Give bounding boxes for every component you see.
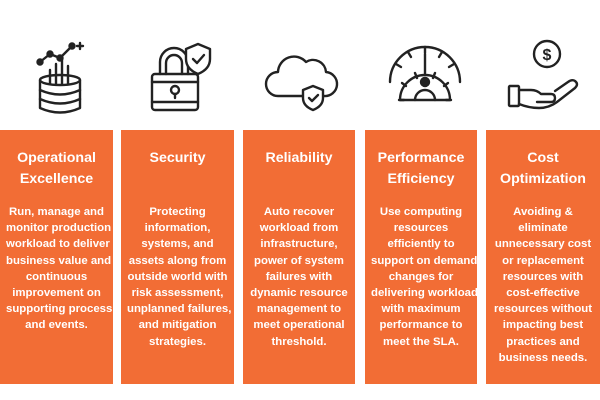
column-title-line: Optimization	[500, 171, 586, 187]
column-title: Reliability	[249, 148, 349, 192]
column-description: Protecting information, systems, and ass…	[127, 204, 232, 350]
description-line: practices and	[506, 335, 580, 348]
description-line: with maximum	[381, 303, 461, 316]
description-line: infrastructure,	[260, 238, 338, 251]
column-operational-excellence: Operational Excellence Run, manage and m…	[0, 130, 113, 384]
column-title-line: Cost	[527, 150, 559, 166]
description-line: and mitigation	[138, 319, 217, 332]
column-title-line: Excellence	[19, 171, 94, 187]
column-description: Avoiding & eliminate unnecessary cost or…	[492, 204, 594, 366]
description-line: meet the SLA.	[383, 335, 459, 348]
description-line: or replacement	[502, 254, 584, 267]
column-title: Operational Excellence	[6, 148, 107, 192]
description-line: risk assessment,	[131, 287, 224, 300]
icon-row: $	[0, 0, 600, 130]
description-line: meet operational	[253, 319, 345, 332]
description-line: resources with	[502, 270, 584, 283]
column-description: Run, manage and monitor production workl…	[6, 204, 113, 334]
description-line: assets along from	[128, 254, 227, 267]
description-line: outside world with	[127, 270, 228, 283]
description-line: resources	[393, 222, 449, 235]
svg-text:$: $	[543, 47, 552, 64]
description-line: delivering workload	[371, 287, 478, 300]
column-description: Use computing resources efficiently to s…	[371, 204, 478, 350]
description-line: unplanned failures,	[127, 303, 232, 316]
description-line: strategies.	[149, 335, 206, 348]
column-title-line: Efficiency	[387, 171, 455, 187]
description-line: systems, and	[141, 238, 214, 251]
description-line: Auto recover	[263, 206, 335, 218]
database-chart-icon	[19, 34, 101, 116]
description-line: business value and	[6, 254, 112, 267]
column-description: Auto recover workload from infrastructur…	[249, 204, 349, 350]
description-line: and events.	[25, 319, 88, 332]
column-title-line: Reliability	[265, 150, 333, 166]
description-line: Avoiding &	[513, 206, 573, 218]
description-line: threshold.	[271, 335, 327, 348]
column-title-line: Security	[149, 150, 206, 166]
description-line: monitor production	[6, 222, 112, 235]
description-line: Run, manage and	[9, 206, 104, 218]
description-line: continuous	[25, 270, 88, 283]
column-title: Cost Optimization	[492, 148, 594, 192]
description-line: cost-effective	[506, 287, 580, 300]
column-security: Security Protecting information, systems…	[121, 130, 234, 384]
column-title-line: Operational	[17, 150, 96, 166]
description-line: Use computing	[379, 206, 463, 218]
column-title-line: Performance	[377, 150, 465, 166]
description-line: efficiently to	[387, 238, 455, 251]
description-line: support on demand	[371, 254, 478, 267]
column-performance-efficiency: Performance Efficiency Use computing res…	[365, 130, 478, 384]
description-line: Protecting	[149, 206, 206, 218]
column-reliability: Reliability Auto recover workload from i…	[243, 130, 355, 384]
cloud-shield-icon	[260, 34, 342, 116]
description-line: impacting best	[502, 319, 584, 332]
hand-coin-icon: $	[503, 34, 585, 116]
column-title: Security	[127, 148, 228, 192]
column-cost-optimization: Cost Optimization Avoiding & eliminate u…	[486, 130, 600, 384]
description-line: supporting process	[6, 303, 113, 316]
padlock-shield-icon	[140, 34, 222, 116]
gauge-gear-icon	[384, 34, 466, 116]
description-line: power of system	[254, 254, 344, 267]
description-line: resources without	[493, 303, 593, 316]
description-line: changes for	[388, 270, 454, 283]
description-line: workload to deliver	[6, 238, 110, 251]
column-title: Performance Efficiency	[371, 148, 471, 192]
description-line: eliminate	[518, 222, 568, 235]
description-line: improvement on	[12, 287, 101, 300]
description-line: information,	[144, 222, 211, 235]
description-line: failures with	[265, 270, 333, 283]
description-line: dynamic resource	[250, 287, 348, 300]
description-line: business needs.	[498, 351, 588, 364]
description-line: workload from	[259, 222, 339, 235]
description-line: management to	[256, 303, 342, 316]
description-line: performance to	[379, 319, 463, 332]
description-line: unnecessary cost	[494, 238, 592, 251]
